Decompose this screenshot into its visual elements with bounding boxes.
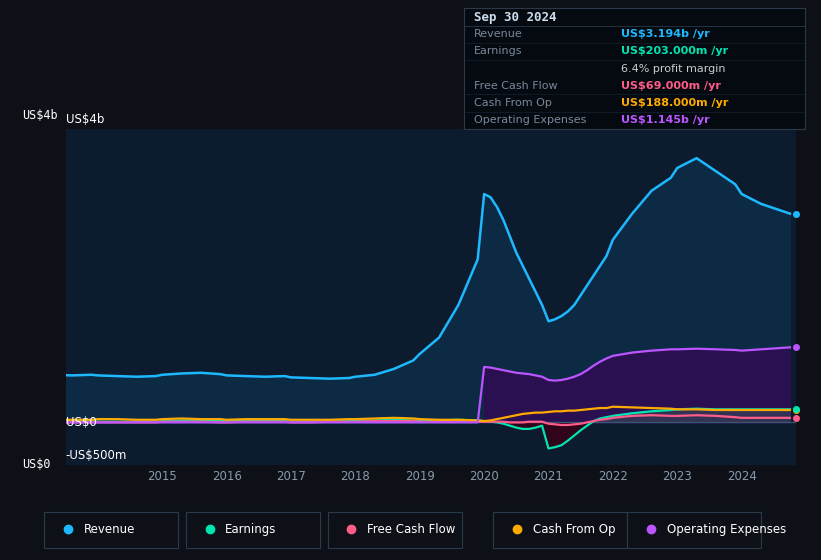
Text: US$1.145b /yr: US$1.145b /yr [621,115,709,125]
Text: -US$500m: -US$500m [66,449,127,461]
Text: Free Cash Flow: Free Cash Flow [474,81,557,91]
Text: Operating Expenses: Operating Expenses [667,522,786,536]
Text: Operating Expenses: Operating Expenses [474,115,586,125]
Text: US$69.000m /yr: US$69.000m /yr [621,81,721,91]
Text: Revenue: Revenue [84,522,135,536]
Text: US$188.000m /yr: US$188.000m /yr [621,98,728,108]
Text: Earnings: Earnings [225,522,277,536]
Text: US$4b: US$4b [66,113,104,126]
Text: Earnings: Earnings [474,46,523,57]
Text: US$3.194b /yr: US$3.194b /yr [621,29,709,39]
Text: Cash From Op: Cash From Op [533,522,615,536]
Text: Revenue: Revenue [474,29,523,39]
Text: 6.4% profit margin: 6.4% profit margin [621,64,725,73]
Text: Cash From Op: Cash From Op [474,98,552,108]
Text: Free Cash Flow: Free Cash Flow [367,522,456,536]
Text: US$4b: US$4b [22,109,57,122]
Text: US$0: US$0 [22,458,50,472]
Text: US$0: US$0 [66,416,96,429]
Text: Sep 30 2024: Sep 30 2024 [474,11,557,24]
Text: US$203.000m /yr: US$203.000m /yr [621,46,727,57]
